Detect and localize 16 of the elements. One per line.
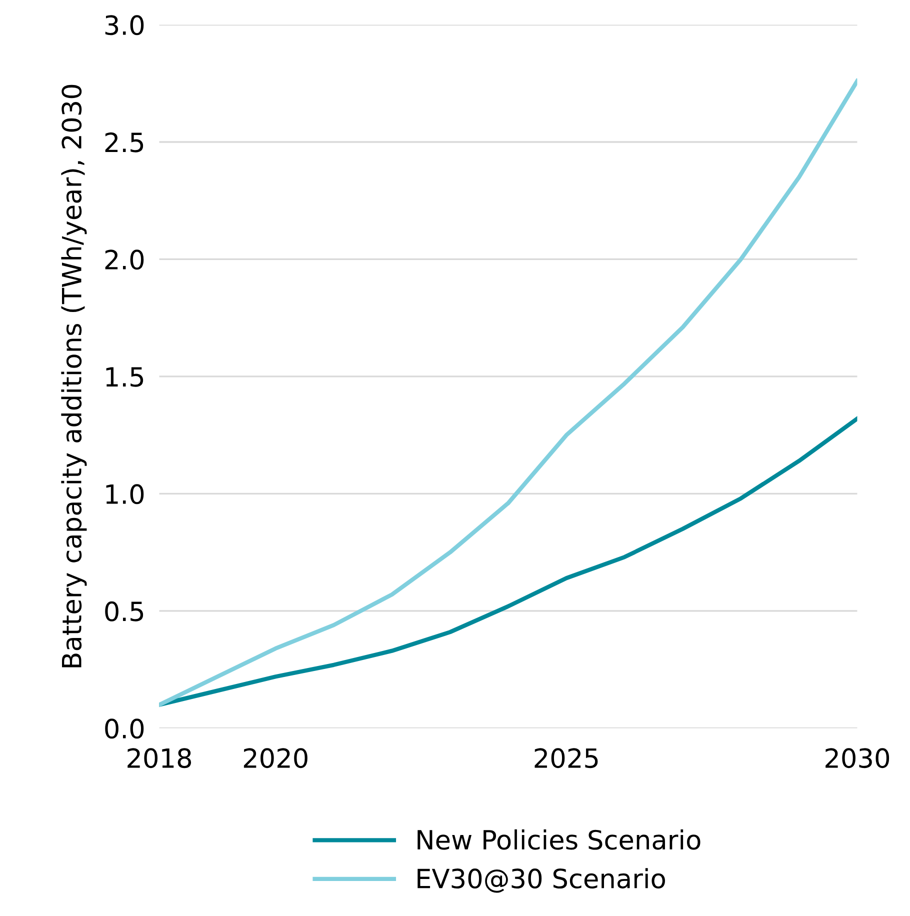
y-axis-title: Battery capacity additions (TWh/year), 2030 <box>61 84 87 668</box>
x-tick-label: 2018 <box>128 748 192 768</box>
x-tick-label: 2020 <box>244 748 308 768</box>
legend-label: New Policies Scenario <box>418 829 700 850</box>
line-series <box>159 78 858 707</box>
y-tick-label: 2.0 <box>105 250 144 270</box>
x-tick-label: 2025 <box>534 748 598 768</box>
y-tick-label: 3.0 <box>105 15 144 36</box>
y-tick-label: 0.0 <box>105 718 144 739</box>
y-tick-label: 1.5 <box>106 367 144 387</box>
line-series <box>159 416 858 707</box>
y-tick-label: 0.5 <box>105 601 144 622</box>
legend-label: EV30@30 Scenario <box>418 868 665 893</box>
y-tick-label: 2.5 <box>105 132 144 152</box>
x-tick-label: 2030 <box>826 748 890 768</box>
y-tick-label: 1.0 <box>106 484 144 504</box>
